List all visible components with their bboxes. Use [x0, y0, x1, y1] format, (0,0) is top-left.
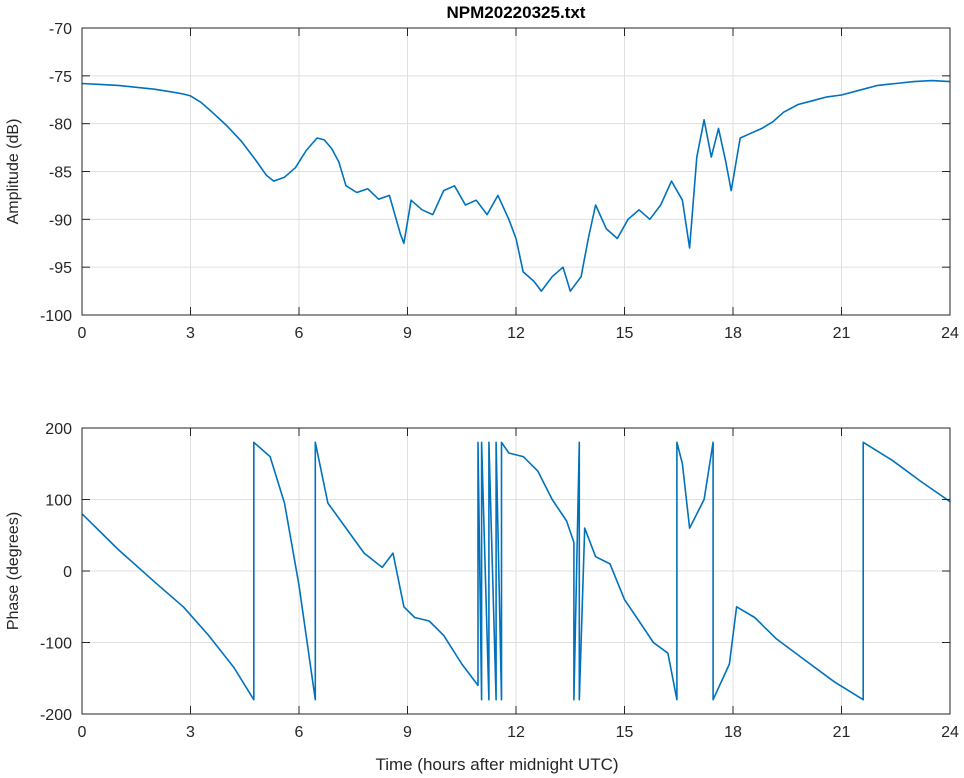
y-tick-label: -75	[49, 69, 72, 86]
x-tick-label: 0	[78, 724, 87, 741]
y-tick-label: 0	[63, 564, 72, 581]
x-tick-label: 6	[295, 724, 304, 741]
y-tick-label: -90	[49, 212, 72, 229]
phase-ticks: 0 3 6 9 12 15 18 21 24 -200 -100 0 100 200	[40, 421, 959, 741]
x-tick-label: 12	[507, 724, 525, 741]
x-tick-label: 3	[186, 325, 195, 342]
y-tick-label: -100	[40, 636, 72, 653]
x-tick-label: 15	[616, 325, 634, 342]
x-tick-label: 9	[403, 325, 412, 342]
phase-panel: 0 3 6 9 12 15 18 21 24 -200 -100 0 100 200 Time (hour…	[5, 421, 959, 774]
phase-x-axis-label: Time (hours after midnight UTC)	[375, 755, 618, 774]
y-tick-label: -70	[49, 21, 72, 38]
amplitude-panel: 0 3 6 9 12 15 18 21 24 -100 -95 -90 -85 -80 -75 -70 NPM…	[5, 3, 959, 342]
x-tick-label: 24	[941, 724, 959, 741]
y-tick-label: 200	[45, 421, 72, 438]
x-tick-label: 6	[295, 325, 304, 342]
x-tick-label: 15	[616, 724, 634, 741]
amplitude-series	[81, 79, 951, 292]
phase-series	[81, 441, 951, 701]
x-tick-label: 21	[833, 724, 851, 741]
y-tick-label: -80	[49, 117, 72, 134]
x-tick-label: 21	[833, 325, 851, 342]
phase-series-line	[81, 441, 951, 701]
phase-y-axis-label: Phase (degrees)	[5, 512, 22, 630]
x-tick-label: 9	[403, 724, 412, 741]
x-tick-label: 3	[186, 724, 195, 741]
x-tick-label: 24	[941, 325, 959, 342]
y-tick-label: -100	[40, 308, 72, 325]
amplitude-y-axis-label: Amplitude (dB)	[5, 119, 22, 225]
x-tick-label: 18	[724, 724, 742, 741]
y-tick-label: -200	[40, 707, 72, 724]
y-tick-label: -85	[49, 165, 72, 182]
y-tick-label: -95	[49, 260, 72, 277]
y-tick-label: 100	[45, 493, 72, 510]
x-tick-label: 18	[724, 325, 742, 342]
x-tick-label: 0	[78, 325, 87, 342]
x-tick-label: 12	[507, 325, 525, 342]
amplitude-series-line	[81, 79, 951, 292]
amplitude-chart-title: NPM20220325.txt	[447, 3, 586, 22]
amplitude-ticks: 0 3 6 9 12 15 18 21 24 -100 -95 -90 -85 -80 -75 -70	[40, 21, 959, 342]
